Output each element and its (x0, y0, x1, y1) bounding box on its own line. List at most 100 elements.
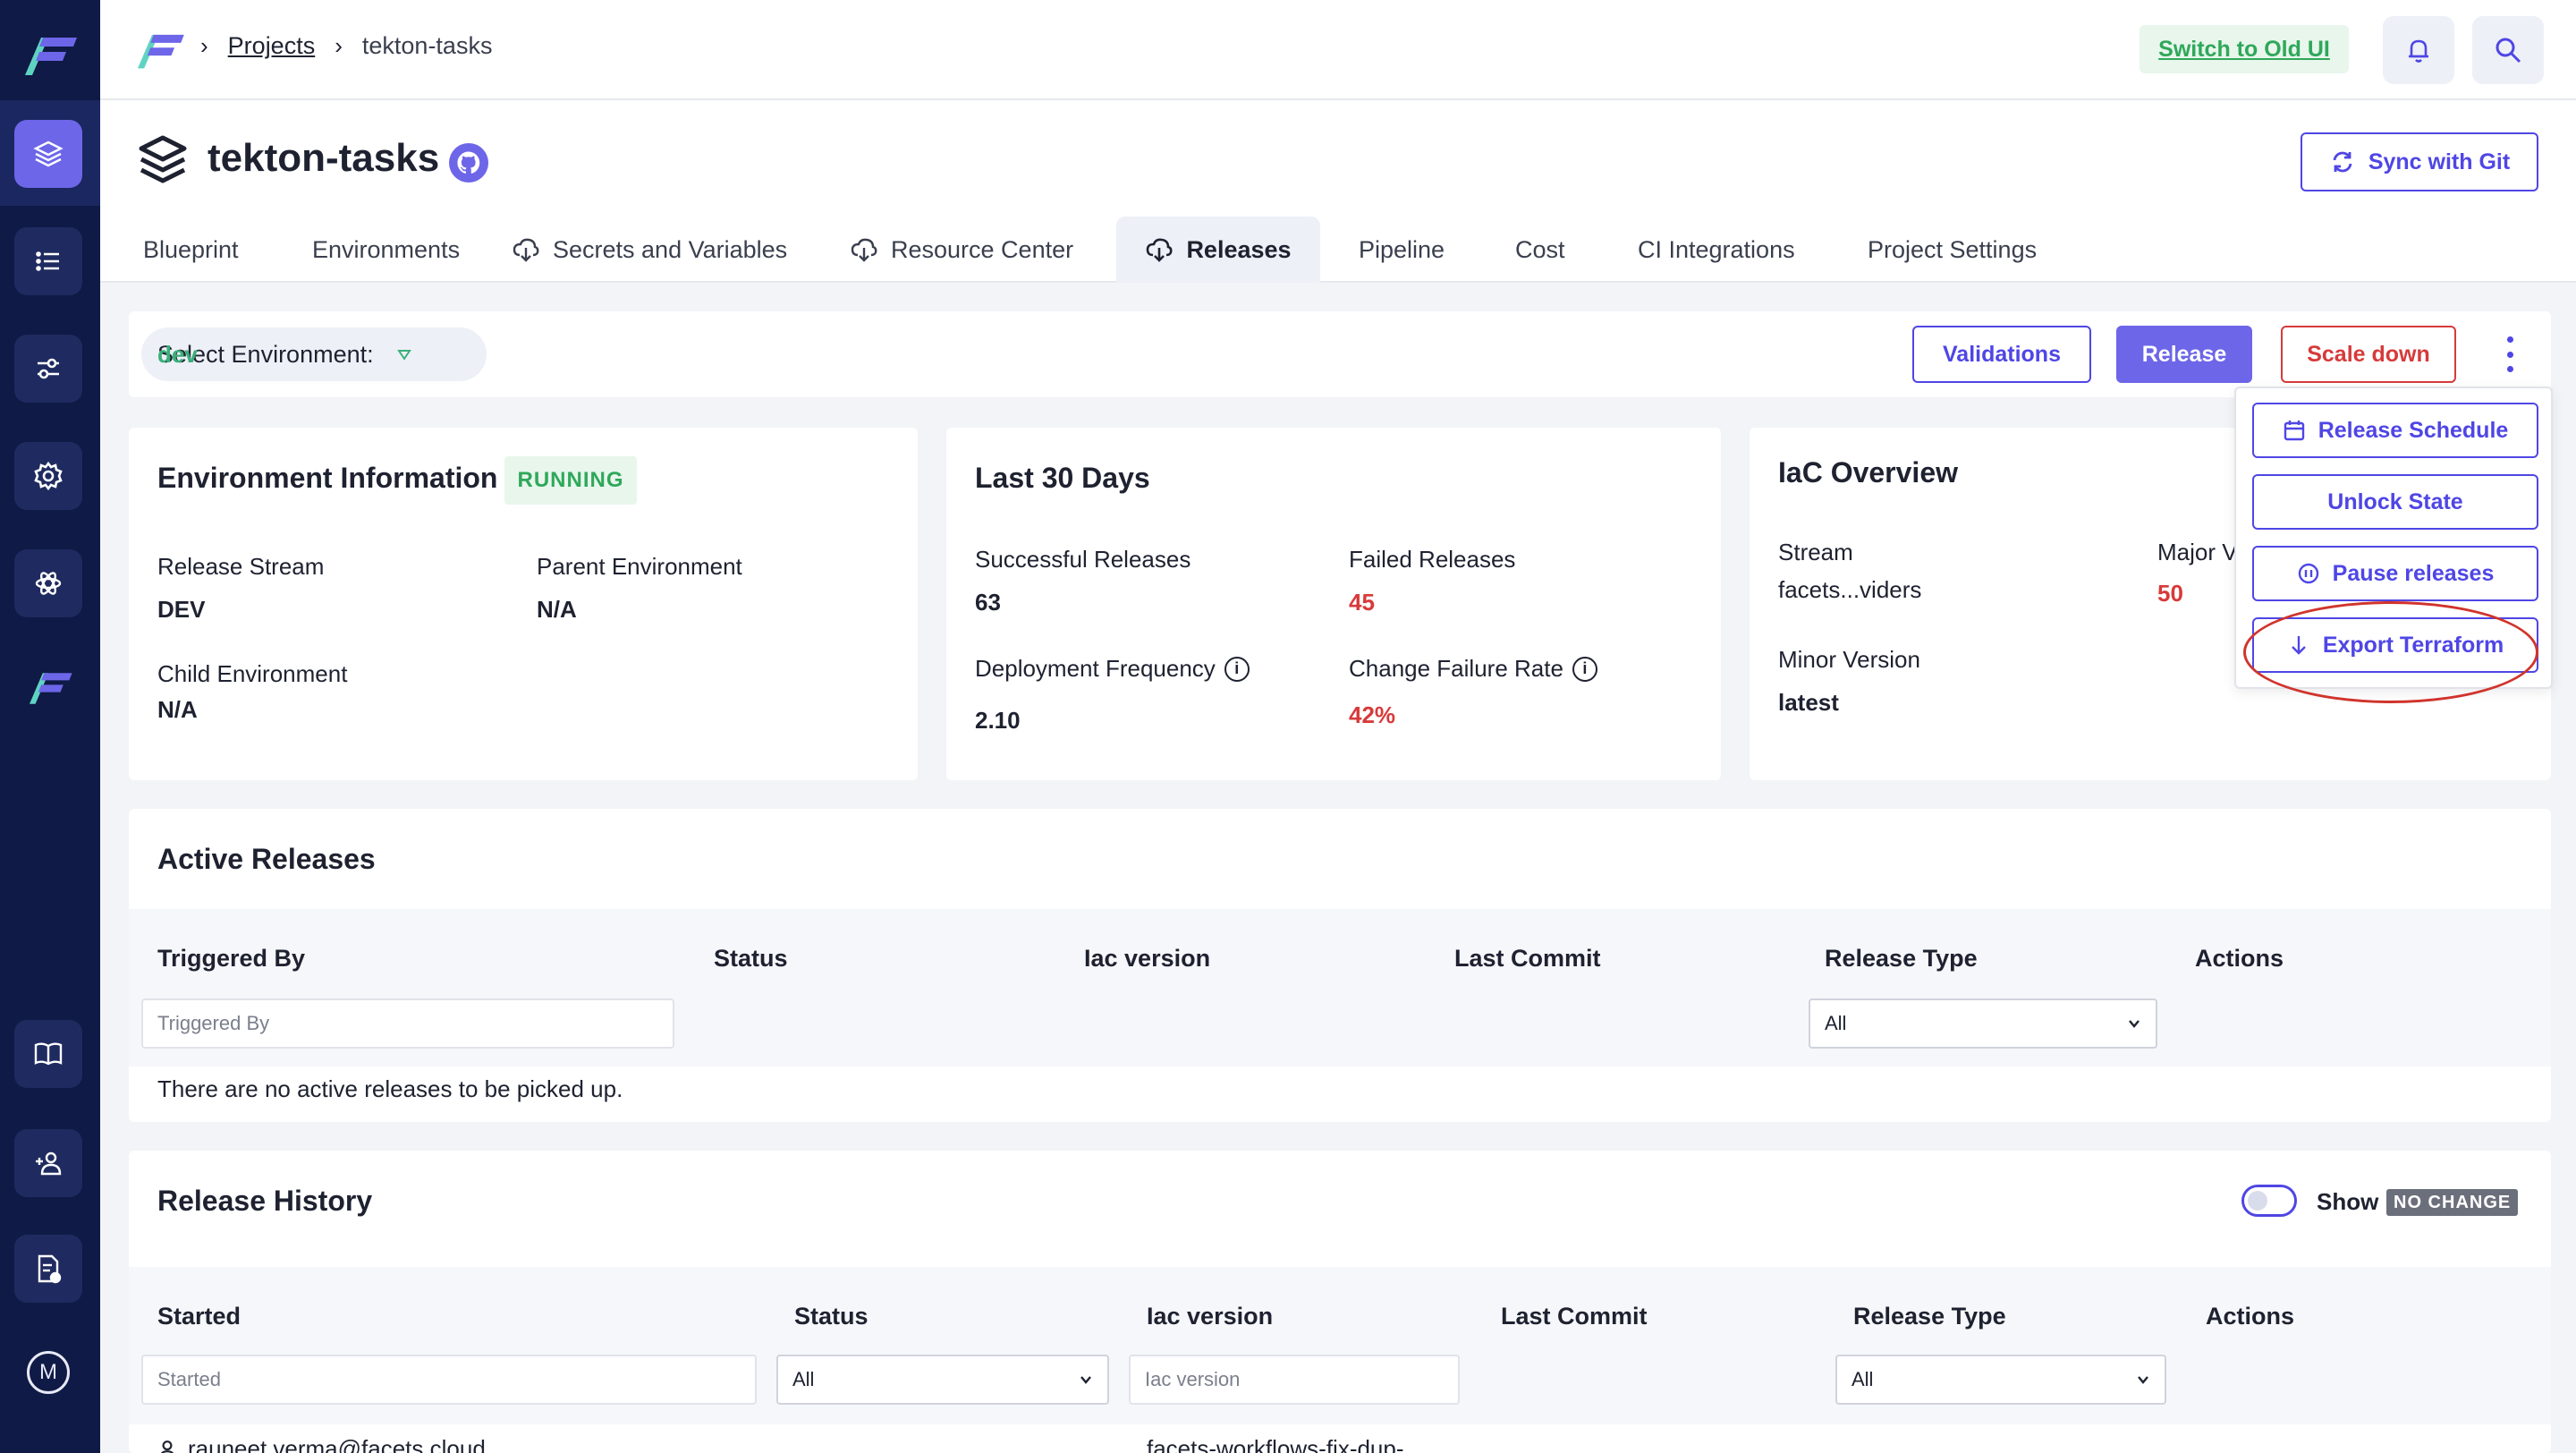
tab-secrets-and-variables[interactable]: Secrets and Variables (512, 217, 787, 283)
breadcrumb-projects-link[interactable]: Projects (227, 32, 316, 59)
triggered-by-filter-input[interactable]: Triggered By (141, 998, 674, 1049)
major-version-label: Major V (2157, 539, 2238, 565)
column-header: Last Commit (1501, 1303, 1648, 1330)
environment-selected-value: dev (157, 340, 198, 368)
major-version-value: 50 (2157, 580, 2183, 607)
release-type-filter-value: All (1825, 1012, 1847, 1034)
tab-pipeline[interactable]: Pipeline (1359, 217, 1445, 283)
tab-environments[interactable]: Environments (312, 217, 460, 283)
notifications-bell-icon[interactable] (2383, 16, 2454, 84)
started-filter-input[interactable]: Started (141, 1355, 757, 1405)
empty-state-message: There are no active releases to be picke… (157, 1075, 623, 1102)
rail-docs-book-icon[interactable] (14, 1020, 82, 1088)
column-header: Release Type (1825, 945, 1978, 972)
release-type-filter-select[interactable]: All (1809, 998, 2157, 1049)
switch-to-old-ui-link[interactable]: Switch to Old UI (2140, 25, 2349, 73)
successful-releases-value: 63 (975, 589, 1001, 616)
cloud-download-icon (513, 238, 539, 262)
column-header: Actions (2206, 1303, 2295, 1330)
info-icon[interactable]: i (1224, 656, 1250, 682)
tab-label: Resource Center (891, 235, 1074, 263)
tab-label: CI Integrations (1638, 235, 1795, 263)
pause-releases-menu-item[interactable]: Pause releases (2252, 546, 2538, 601)
release-stream-value: DEV (157, 596, 206, 623)
tab-blueprint[interactable]: Blueprint (143, 217, 239, 283)
tab-project-settings[interactable]: Project Settings (1868, 217, 2037, 283)
status-filter-select[interactable]: All (776, 1355, 1109, 1405)
sync-with-git-button[interactable]: Sync with Git (2301, 132, 2538, 191)
environment-information-card: Environment Information RUNNING Release … (129, 428, 918, 780)
tab-releases[interactable]: Releases (1116, 217, 1320, 283)
deployment-frequency-label: Deployment Frequency (975, 655, 1216, 682)
iac-version-filter-input[interactable]: Iac version (1129, 1355, 1460, 1405)
facets-secondary-logo-icon[interactable] (23, 666, 77, 707)
rail-sliders-icon[interactable] (14, 335, 82, 403)
triggered-by-value: rauneet.verma@facets.cloud (188, 1435, 486, 1453)
failed-releases-label: Failed Releases (1349, 546, 1516, 573)
column-header: Status (794, 1303, 869, 1330)
release-button[interactable]: Release (2116, 326, 2252, 383)
show-no-change-toggle[interactable] (2241, 1185, 2297, 1217)
status-filter-value: All (792, 1368, 815, 1390)
more-options-kebab-icon[interactable] (2499, 333, 2521, 376)
child-environment-label: Child Environment (157, 660, 348, 687)
release-schedule-menu-item[interactable]: Release Schedule (2252, 403, 2538, 458)
validations-button[interactable]: Validations (1912, 326, 2091, 383)
cloud-download-icon (851, 238, 877, 262)
rail-add-user-icon[interactable] (14, 1129, 82, 1197)
environment-selector[interactable]: Select Environment: dev (141, 327, 487, 381)
change-failure-rate-label-row: Change Failure Rate i (1349, 655, 1597, 683)
unlock-state-label: Unlock State (2327, 489, 2463, 514)
card-title: Last 30 Days (975, 462, 1150, 494)
pause-circle-icon (2298, 563, 2318, 584)
deployment-frequency-value: 2.10 (975, 707, 1021, 734)
dropdown-triangle-icon (396, 350, 411, 361)
facets-home-logo-icon[interactable] (129, 27, 191, 72)
release-stream-label: Release Stream (157, 553, 325, 580)
last-30-days-card: Last 30 Days Successful Releases 63 Fail… (946, 428, 1721, 780)
search-icon[interactable] (2472, 16, 2544, 84)
column-header: Status (714, 945, 788, 972)
column-header: Started (157, 1303, 242, 1330)
tab-label: Pipeline (1359, 235, 1445, 263)
release-type-filter-value: All (1852, 1368, 1874, 1390)
rail-report-icon[interactable] (14, 1235, 82, 1303)
tab-cost[interactable]: Cost (1515, 217, 1565, 283)
column-header: Triggered By (157, 945, 306, 972)
scale-down-button[interactable]: Scale down (2281, 326, 2456, 383)
breadcrumb: › Projects › tekton-tasks (200, 32, 492, 60)
deployment-frequency-label-row: Deployment Frequency i (975, 655, 1250, 683)
unlock-state-menu-item[interactable]: Unlock State (2252, 474, 2538, 530)
tab-ci-integrations[interactable]: CI Integrations (1638, 217, 1795, 283)
rail-list-icon[interactable] (14, 227, 82, 295)
rail-projects-layers-icon[interactable] (14, 120, 82, 188)
info-icon[interactable]: i (1572, 656, 1597, 682)
change-failure-rate-label: Change Failure Rate (1349, 655, 1563, 682)
project-header: tekton-tasks Sync with Git Blueprint Env… (100, 100, 2576, 283)
github-icon[interactable] (449, 143, 488, 183)
facets-logo-icon[interactable] (21, 29, 79, 79)
release-type-filter-select[interactable]: All (1835, 1355, 2166, 1405)
chevron-right-icon: › (335, 32, 343, 59)
rail-settings-gear-icon[interactable] (14, 442, 82, 510)
top-bar: › Projects › tekton-tasks Switch to Old … (100, 0, 2576, 100)
failed-releases-value: 45 (1349, 589, 1375, 616)
user-avatar[interactable]: M (27, 1351, 70, 1394)
card-title: IaC Overview (1778, 456, 1958, 489)
iac-version-value: facets-workflows-fix-dup- (1147, 1435, 1404, 1453)
table-row[interactable]: rauneet.verma@facets.cloud (157, 1435, 486, 1453)
chevron-down-icon (1080, 1376, 1091, 1384)
tab-resource-center[interactable]: Resource Center (850, 217, 1073, 283)
minor-version-label: Minor Version (1778, 646, 1920, 673)
highlight-annotation-circle (2243, 601, 2538, 703)
card-title: Environment Information (157, 462, 498, 494)
project-stack-icon (139, 135, 187, 183)
parent-environment-value: N/A (537, 596, 577, 623)
calendar-icon (2284, 421, 2304, 441)
tab-label: Environments (312, 235, 461, 263)
tab-label: Cost (1515, 235, 1565, 263)
user-icon (160, 1440, 174, 1453)
release-history-table-header: Started Status Iac version Last Commit R… (129, 1267, 2551, 1424)
section-title: Active Releases (157, 843, 376, 875)
rail-integrations-icon[interactable] (14, 549, 82, 617)
